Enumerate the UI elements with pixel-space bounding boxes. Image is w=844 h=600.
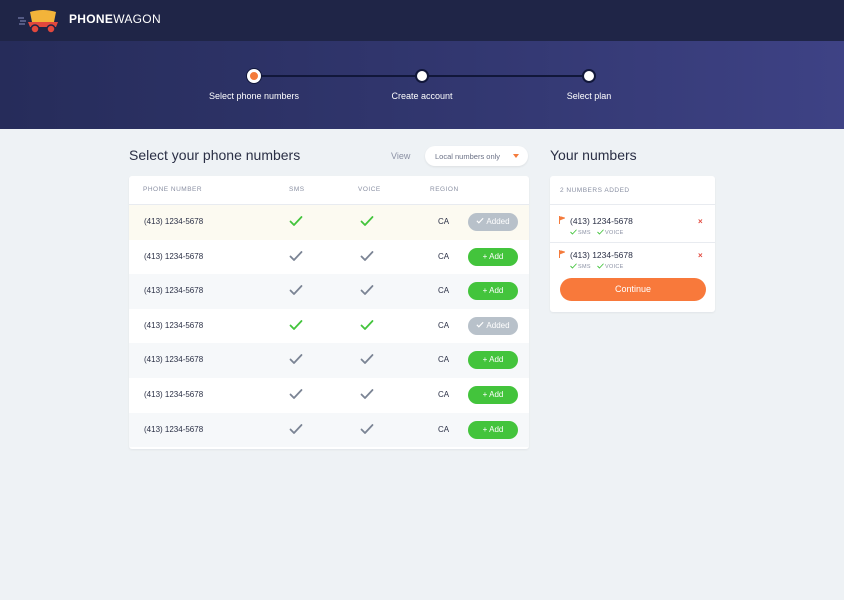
view-filter-value: Local numbers only: [435, 152, 501, 161]
add-number-button[interactable]: + Add: [468, 351, 518, 370]
step-3-indicator: [582, 69, 596, 83]
selected-number-item: (413) 1234-5678 SMS VOICE ×: [550, 244, 715, 277]
tag-check-icon: [597, 229, 604, 235]
tag-check-icon: [570, 229, 577, 235]
sms-check-icon: [289, 354, 303, 365]
wagon-logo-icon: [18, 10, 58, 34]
step-2-indicator: [415, 69, 429, 83]
added-button[interactable]: Added: [468, 213, 518, 231]
capability-tag: SMS: [578, 230, 591, 236]
table-row: (413) 1234-5678 CA + Add: [129, 378, 529, 413]
column-header-sms: SMS: [289, 186, 305, 193]
voice-check-icon: [360, 389, 374, 399]
button-label: + Add: [482, 424, 504, 434]
button-label: Added: [486, 320, 510, 330]
selected-number: (413) 1234-5678: [570, 250, 633, 260]
remove-number-icon[interactable]: ×: [698, 217, 703, 226]
phone-number-cell: (413) 1234-5678: [144, 424, 204, 434]
voice-check-icon: [360, 285, 374, 296]
phone-number-cell: (413) 1234-5678: [144, 286, 204, 296]
numbers-added-count: 2 NUMBERS ADDED: [560, 187, 630, 194]
region-cell: CA: [438, 217, 450, 226]
voice-check-icon: [360, 354, 374, 365]
region-cell: CA: [438, 390, 450, 399]
sms-check-icon: [289, 285, 303, 296]
chevron-down-icon: [513, 154, 519, 158]
table-row: (413) 1234-5678 CA + Add: [129, 343, 529, 378]
step-1-label[interactable]: Select phone numbers: [208, 91, 300, 101]
tag-check-icon: [597, 263, 604, 269]
voice-check-icon: [360, 423, 374, 434]
sms-check-icon: [289, 250, 303, 261]
continue-button[interactable]: Continue: [560, 278, 706, 301]
table-row: (413) 1234-5678 CA + Add: [129, 412, 529, 448]
step-2-label[interactable]: Create account: [391, 91, 453, 101]
selected-number: (413) 1234-5678: [570, 216, 633, 226]
sms-check-icon: [289, 423, 303, 434]
selected-number-item: (413) 1234-5678 SMS VOICE ×: [550, 210, 715, 243]
region-cell: CA: [438, 355, 450, 365]
voice-check-icon: [360, 216, 374, 226]
your-numbers-panel: 2 NUMBERS ADDED (413) 1234-5678 SMS VOICE ×…: [550, 176, 715, 312]
table-row: (413) 1234-5678 CA + Add: [129, 239, 529, 275]
button-label: + Add: [482, 390, 504, 399]
sms-check-icon: [289, 216, 303, 226]
capability-tag: VOICE: [605, 230, 624, 236]
button-label: + Add: [482, 355, 504, 365]
phone-number-cell: (413) 1234-5678: [144, 355, 204, 365]
view-filter-select[interactable]: Local numbers only: [425, 146, 528, 166]
top-navbar: PHONEWAGON: [0, 0, 844, 41]
progress-stepper: Select phone numbers Create account Sele…: [0, 41, 844, 129]
step-connector: [255, 75, 422, 77]
check-icon: [476, 217, 484, 224]
step-1-indicator: [247, 69, 261, 83]
brand-name-light: WAGON: [113, 12, 161, 26]
add-number-button[interactable]: + Add: [468, 282, 518, 301]
added-button[interactable]: Added: [468, 316, 518, 335]
your-numbers-title: Your numbers: [550, 147, 637, 163]
phone-number-cell: (413) 1234-5678: [144, 390, 204, 399]
column-header-voice: VOICE: [358, 186, 381, 193]
flag-icon: [559, 216, 565, 224]
voice-check-icon: [360, 250, 374, 261]
add-number-button[interactable]: + Add: [468, 420, 518, 439]
button-label: Added: [486, 217, 510, 226]
region-cell: CA: [438, 286, 450, 296]
page-title: Select your phone numbers: [129, 147, 301, 163]
brand-name[interactable]: PHONEWAGON: [69, 12, 161, 26]
your-numbers-header: 2 NUMBERS ADDED: [550, 176, 715, 205]
table-row: (413) 1234-5678 CA Added: [129, 308, 529, 344]
add-number-button[interactable]: + Add: [468, 386, 518, 404]
voice-check-icon: [360, 319, 374, 330]
button-label: + Add: [482, 251, 504, 261]
step-connector: [422, 75, 589, 77]
phone-number-cell: (413) 1234-5678: [144, 320, 204, 330]
remove-number-icon[interactable]: ×: [698, 251, 703, 260]
table-header: PHONE NUMBER SMS VOICE REGION: [129, 176, 529, 205]
region-cell: CA: [438, 320, 450, 330]
brand-name-bold: PHONE: [69, 12, 114, 26]
table-row: (413) 1234-5678 CA Added: [129, 205, 529, 240]
sms-check-icon: [289, 389, 303, 399]
check-icon: [476, 321, 484, 328]
sms-check-icon: [289, 319, 303, 330]
capability-tag: VOICE: [605, 264, 624, 270]
column-header-region: REGION: [430, 186, 459, 193]
tag-check-icon: [570, 263, 577, 269]
capability-tag: SMS: [578, 264, 591, 270]
region-cell: CA: [438, 424, 450, 434]
column-header-phone: PHONE NUMBER: [143, 186, 203, 193]
step-3-label[interactable]: Select plan: [566, 91, 612, 101]
phone-number-cell: (413) 1234-5678: [144, 251, 204, 261]
flag-icon: [559, 250, 565, 258]
view-label: View: [391, 151, 411, 161]
phone-number-cell: (413) 1234-5678: [144, 217, 204, 226]
table-row: (413) 1234-5678 CA + Add: [129, 274, 529, 309]
button-label: + Add: [482, 286, 504, 296]
add-number-button[interactable]: + Add: [468, 247, 518, 266]
region-cell: CA: [438, 251, 450, 261]
phone-numbers-table: PHONE NUMBER SMS VOICE REGION (413) 1234…: [129, 176, 529, 449]
